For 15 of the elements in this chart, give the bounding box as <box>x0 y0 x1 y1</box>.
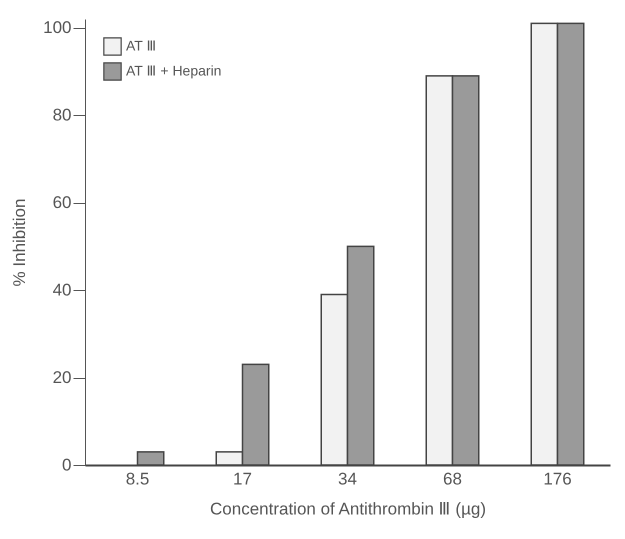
y-tick-label: 20 <box>52 368 72 388</box>
x-tick-label: 176 <box>543 470 572 488</box>
x-tick-label: 17 <box>233 470 252 488</box>
x-tick-label: 34 <box>338 470 357 488</box>
legend-label: AT Ⅲ + Heparin <box>126 62 222 78</box>
y-tick-label: 40 <box>52 280 72 300</box>
x-axis-title: Concentration of Antithrombin Ⅲ (µg) <box>210 500 486 518</box>
y-tick-label: 0 <box>62 456 72 474</box>
y-axis-title: % Inhibition <box>10 198 30 286</box>
x-tick-label: 68 <box>443 470 462 488</box>
y-tick-label: 80 <box>52 106 72 125</box>
y-tick-label: 100 <box>43 18 72 38</box>
x-tick-label: 8.5 <box>126 470 150 488</box>
legend-label: AT Ⅲ <box>126 38 156 54</box>
y-tick-label: 60 <box>52 193 72 212</box>
